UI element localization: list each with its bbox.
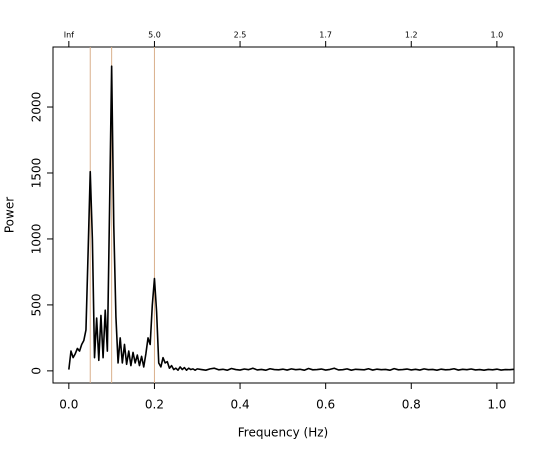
x2-tick-label: 1.2 (405, 31, 418, 40)
x-tick-label: 0.8 (402, 398, 421, 412)
y-tick-label: 500 (30, 293, 44, 316)
x2-tick-label: 1.0 (491, 31, 504, 40)
x2-tick-label: 2.5 (234, 31, 247, 40)
x2-tick-label: 1.7 (319, 31, 332, 40)
x2-tick-label: 5.0 (148, 31, 161, 40)
x-tick-label: 0.2 (145, 398, 164, 412)
plot-box (52, 46, 515, 384)
y-axis-label: Power (3, 197, 17, 233)
y-tick-label: 1500 (30, 158, 44, 189)
x-tick-label: 0.6 (316, 398, 335, 412)
x-tick-label: 0.0 (59, 398, 78, 412)
data-line (68, 65, 515, 371)
y-tick-label: 1000 (30, 224, 44, 255)
x2-tick-label: Inf (64, 31, 74, 40)
y-tick-label: 2000 (30, 92, 44, 123)
x-tick-label: 1.0 (487, 398, 506, 412)
x-tick-label: 0.4 (231, 398, 250, 412)
y-tick-label: 0 (30, 367, 44, 375)
x-axis-label: Frequency (Hz) (238, 426, 329, 440)
